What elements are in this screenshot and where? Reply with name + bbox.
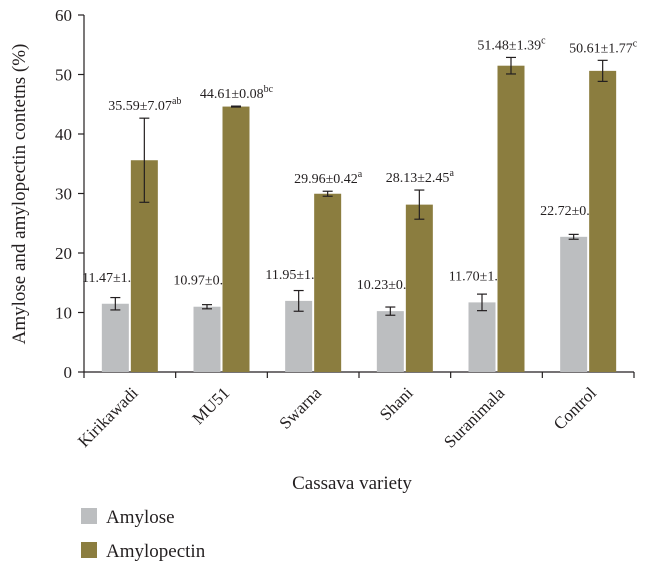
data-label: 35.59±7.07ab xyxy=(108,96,181,114)
y-tick-label: 50 xyxy=(55,66,72,85)
y-tick-label: 40 xyxy=(55,125,72,144)
significance-letter: a xyxy=(449,168,454,179)
error-bar xyxy=(477,293,487,312)
error-bar xyxy=(414,189,425,220)
bar-amylose xyxy=(101,303,129,372)
x-tick-label: Suranimala xyxy=(440,383,509,452)
significance-letter: a xyxy=(358,169,363,180)
data-label: 51.48±1.39c xyxy=(477,35,546,53)
y-tick-label: 60 xyxy=(55,6,72,25)
plot-area: 0 10 20 30 40 50 60 Kirikawadi MU51 Swarna Shani Su… xyxy=(55,6,638,452)
bar-amylopectin xyxy=(314,193,342,372)
y-axis-title: Amylose and amylopectin contetns (%) xyxy=(9,44,30,345)
significance-letter: c xyxy=(633,38,638,49)
x-tick-label: Kirikawadi xyxy=(74,383,142,451)
error-bar xyxy=(231,105,241,108)
data-label: 28.13±2.45a xyxy=(386,168,455,186)
error-bar xyxy=(568,233,579,240)
legend-label: Amylose xyxy=(106,507,175,528)
error-bar xyxy=(385,306,396,316)
x-tick-label: Swarna xyxy=(276,383,326,433)
data-label: 44.61±0.08bc xyxy=(200,84,274,102)
x-tick-label: Shani xyxy=(376,383,417,424)
error-bar xyxy=(202,304,212,310)
data-label: 50.61±1.77c xyxy=(569,38,638,56)
legend-label: Amylopectin xyxy=(106,541,206,562)
bar-amylose xyxy=(468,302,496,372)
significance-letter: bc xyxy=(264,84,274,95)
bar-amylose xyxy=(560,236,588,372)
bar-amylopectin xyxy=(589,70,617,373)
x-axis-title: Cassava variety xyxy=(292,473,412,494)
y-tick-label: 30 xyxy=(55,185,72,204)
bar-amylopectin xyxy=(405,204,433,372)
error-bar xyxy=(293,289,304,312)
legend-swatch xyxy=(81,542,97,558)
bar-amylopectin xyxy=(497,65,525,372)
y-tick-label: 10 xyxy=(55,304,72,323)
error-bar xyxy=(139,117,150,203)
data-label: 29.96±0.42a xyxy=(294,169,363,187)
error-bar xyxy=(597,59,608,83)
bar-amylose xyxy=(285,300,313,372)
bar-amylose xyxy=(376,311,404,372)
significance-letter: ab xyxy=(172,96,181,107)
bar-amylose xyxy=(193,306,221,372)
y-tick-label: 0 xyxy=(64,363,73,382)
legend: Amylose Amylopectin xyxy=(81,507,206,562)
bar-amylopectin xyxy=(222,106,250,373)
error-bar xyxy=(110,296,121,311)
error-bar xyxy=(506,56,516,75)
legend-swatch xyxy=(81,508,97,524)
error-bar xyxy=(322,190,333,197)
significance-letter: c xyxy=(541,35,546,46)
x-tick-label: MU51 xyxy=(188,383,233,428)
y-tick-label: 20 xyxy=(55,244,72,263)
x-tick-label: Control xyxy=(550,383,600,433)
